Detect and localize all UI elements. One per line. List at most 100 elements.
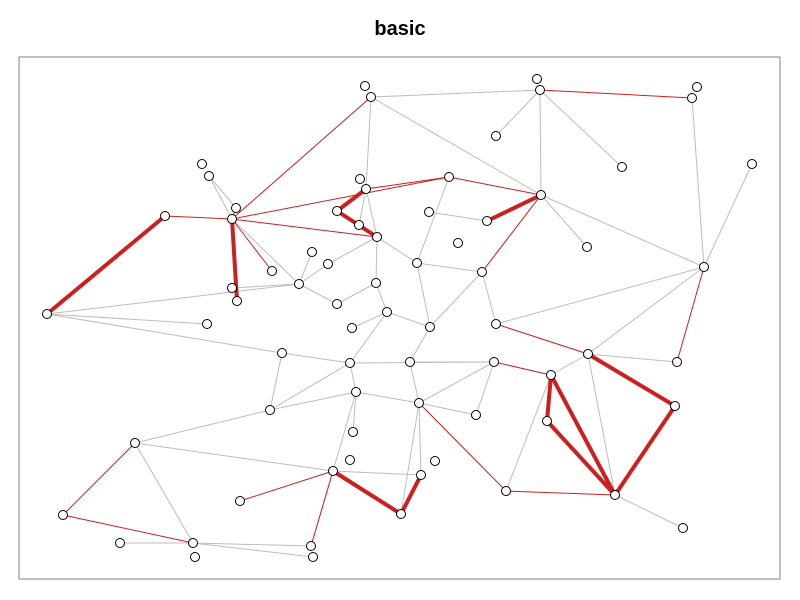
graph-node [328,466,338,476]
graph-node [583,349,593,359]
edge-light [376,236,418,264]
graph-node [501,486,511,496]
edge-light [269,362,351,411]
graph-node [307,247,317,257]
graph-node [672,357,682,367]
edge-light [409,326,431,363]
edge-red-thick [331,469,403,516]
graph-node [699,262,709,272]
graph-node [361,184,371,194]
graph-node [188,538,198,548]
edge-light [481,271,497,325]
graph-node [130,438,140,448]
edge-red [365,176,450,190]
edge-red [239,470,334,502]
edge-red [418,402,507,492]
edge-red [495,323,589,355]
edge-light [418,361,495,404]
edge-light [550,353,589,376]
edge-light [134,442,194,544]
edge-light [349,311,388,364]
graph-node [115,538,125,548]
graph-title: basic [374,18,426,40]
graph-node [532,74,542,84]
edge-red [539,89,693,99]
edge-red [505,490,616,496]
graph-node [308,552,318,562]
graph-node [277,348,287,358]
edge-light [327,236,378,265]
edge-light [539,89,623,168]
graph-node [405,357,415,367]
graph-node [332,299,342,309]
graph-node [546,370,556,380]
graph-node [294,279,304,289]
edge-light [418,402,477,416]
graph-node [351,387,361,397]
edge-light [134,442,334,472]
graph-node [582,242,592,252]
edge-red-thick [549,373,617,497]
edge-red-thick [335,187,368,213]
edge-red [448,176,542,196]
graph-node [670,401,680,411]
edge-red [310,470,334,547]
edge-red-thick [399,473,423,516]
edge-red [231,218,273,272]
edge-light [386,311,431,328]
graph-node [190,552,200,562]
edge-red [62,514,194,544]
graph-node [482,216,492,226]
graph-node [42,309,52,319]
graph-node [231,203,241,213]
graph-node [232,296,242,306]
edge-red-thick [485,193,543,223]
edge-light [416,262,483,273]
graph-node [471,410,481,420]
graph-node [265,405,275,415]
graph-node [489,357,499,367]
edge-light [298,283,338,305]
edge-light [587,353,616,496]
edge-light [540,194,705,268]
edge-light [540,194,588,248]
edge-light [703,163,753,268]
edge-light [46,313,283,354]
graph-node [610,490,620,500]
graph-node [396,509,406,519]
edge-light [358,188,367,226]
graph-node [372,232,382,242]
graph-node [477,267,487,277]
graph-node [678,523,688,533]
graph-node [366,92,376,102]
graph-node [306,541,316,551]
edge-light [587,353,678,363]
graph-node [536,190,546,200]
edge-light [416,262,431,328]
graph-node [348,427,358,437]
edge-light [587,266,705,355]
graph-node [430,456,440,466]
edge-light [355,391,420,404]
graph-node [197,159,207,169]
graph-node [617,162,627,172]
edge-light [208,175,237,209]
edge-light [332,470,422,476]
edge-light [365,96,372,190]
graph-node [355,174,365,184]
graph-node [444,172,454,182]
graph-node [202,319,212,329]
edge-light [231,218,300,285]
graph-node [227,214,237,224]
graph-node [204,171,214,181]
graph-node [371,278,381,288]
edge-light [428,211,488,222]
edge-red [493,361,552,376]
edge-red-thick [545,419,617,497]
graph-node [345,358,355,368]
graph-node [227,283,237,293]
graph-node [267,266,277,276]
edge-light [418,402,422,476]
edge-light [298,263,329,285]
